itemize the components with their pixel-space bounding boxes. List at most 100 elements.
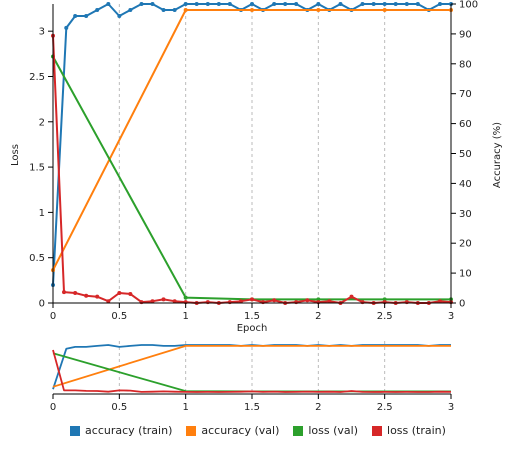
y-right-tick-label: 10 — [459, 269, 472, 280]
nav-x-tick-label: 0 — [50, 402, 56, 413]
y-left-tick-label: 2.5 — [29, 72, 45, 83]
data-point-accuracy-train — [437, 2, 442, 6]
navigator-series — [52, 344, 452, 393]
data-point-accuracy-train — [227, 2, 232, 6]
data-point-accuracy-train — [150, 2, 155, 6]
data-point-loss-train — [272, 298, 277, 303]
navigator-grid — [118, 341, 386, 394]
data-point-loss-train — [117, 291, 122, 296]
y-left-tick-label: 2 — [39, 117, 45, 128]
data-point-accuracy-train — [84, 13, 89, 18]
data-point-accuracy-train — [360, 2, 365, 6]
y-left-tick-label: 0.5 — [29, 253, 45, 264]
x-tick-label: 1.5 — [244, 311, 260, 322]
y-axis-left-label: Loss — [10, 144, 21, 166]
data-point-accuracy-train — [161, 7, 166, 12]
legend-swatch-loss-train — [372, 425, 383, 436]
data-point-loss-train — [62, 290, 67, 295]
data-point-accuracy-train — [393, 2, 398, 6]
nav-x-tick-label: 0.5 — [111, 402, 127, 413]
data-point-accuracy-train — [404, 2, 409, 6]
data-point-accuracy-train — [250, 2, 254, 6]
data-point-accuracy-train — [139, 2, 144, 6]
y-right-tick-label: 30 — [459, 209, 472, 220]
data-point-accuracy-train — [371, 2, 376, 6]
data-point-accuracy-train — [128, 7, 133, 12]
nav-series-line-accuracy-val — [52, 344, 451, 388]
data-point-accuracy-val — [382, 7, 387, 12]
main-grid — [118, 4, 386, 303]
data-point-accuracy-val — [183, 7, 188, 12]
y-axis-right-label: Accuracy (%) — [492, 122, 503, 188]
x-tick-label: 0.5 — [111, 311, 127, 322]
y-right-tick-label: 0 — [459, 299, 465, 310]
legend-swatch-accuracy-val — [186, 425, 197, 436]
legend-label-accuracy-train: accuracy (train) — [85, 424, 173, 437]
data-point-loss-train — [73, 291, 78, 296]
data-point-accuracy-train — [95, 7, 100, 12]
legend-label-accuracy-val: accuracy (val) — [201, 424, 280, 437]
series-line-accuracy-val — [52, 9, 451, 271]
legend-item-accuracy-val[interactable]: accuracy (val) — [186, 424, 279, 437]
data-point-loss-train — [327, 299, 332, 304]
data-point-accuracy-train — [283, 2, 288, 6]
data-point-loss-train — [95, 294, 100, 299]
nav-series-line-loss-train — [52, 349, 452, 393]
data-point-loss-train — [238, 299, 243, 304]
y-left-tick-label: 1 — [39, 208, 45, 219]
data-point-accuracy-train — [316, 2, 321, 6]
data-point-accuracy-train — [216, 2, 221, 6]
main-axes: 0 0.5 1 1.5 2 2.5 300.511.522.5301020304050607… — [29, 0, 478, 322]
nav-x-tick-label: 1 — [182, 402, 188, 413]
y-right-tick-label: 50 — [459, 149, 472, 160]
x-tick-label: 0 — [50, 311, 56, 322]
legend: accuracy (train) accuracy (val) loss (va… — [0, 424, 516, 437]
data-point-loss-train — [172, 299, 177, 304]
legend-item-loss-val[interactable]: loss (val) — [293, 424, 358, 437]
x-tick-label: 2 — [315, 311, 321, 322]
data-point-accuracy-train — [64, 25, 69, 30]
data-point-loss-train — [305, 298, 310, 303]
series-line-loss-val — [52, 56, 451, 301]
legend-item-accuracy-train[interactable]: accuracy (train) — [70, 424, 172, 437]
x-tick-label: 1 — [182, 311, 188, 322]
data-point-accuracy-train — [415, 2, 420, 6]
y-left-tick-label: 3 — [39, 27, 45, 38]
x-tick-label: 2.5 — [377, 311, 393, 322]
legend-swatch-loss-val — [293, 425, 304, 436]
y-right-tick-label: 80 — [459, 59, 472, 70]
y-right-tick-label: 40 — [459, 179, 472, 190]
nav-x-tick-label: 2 — [315, 402, 321, 413]
legend-label-loss-val: loss (val) — [308, 424, 359, 437]
legend-item-loss-train[interactable]: loss (train) — [372, 424, 446, 437]
data-point-accuracy-val — [316, 7, 321, 12]
data-point-loss-train — [437, 299, 442, 304]
data-point-loss-train — [106, 299, 111, 304]
data-point-accuracy-train — [73, 13, 78, 18]
data-point-accuracy-train — [117, 13, 122, 18]
data-point-accuracy-train — [106, 2, 111, 6]
data-point-loss-train — [150, 299, 155, 304]
y-right-tick-label: 100 — [459, 0, 478, 11]
y-left-tick-label: 1.5 — [29, 163, 45, 174]
data-point-loss-train — [250, 297, 254, 302]
x-axis-label: Epoch — [237, 323, 268, 334]
data-point-accuracy-train — [205, 2, 210, 6]
y-right-tick-label: 90 — [459, 29, 472, 40]
nav-x-tick-label: 1.5 — [244, 402, 260, 413]
data-point-loss-train — [84, 293, 89, 298]
nav-x-tick-label: 2.5 — [377, 402, 393, 413]
navigator-axes: 0 0.5 1 1.5 2 2.5 3 — [50, 393, 454, 413]
y-right-tick-label: 20 — [459, 239, 472, 250]
y-left-tick-label: 0 — [39, 299, 45, 310]
y-right-tick-label: 60 — [459, 119, 472, 130]
data-point-accuracy-train — [194, 2, 199, 6]
y-right-tick-label: 70 — [459, 89, 472, 100]
data-point-accuracy-train — [294, 2, 299, 6]
data-point-accuracy-train — [338, 2, 343, 6]
data-point-loss-train — [349, 294, 354, 299]
data-point-accuracy-train — [382, 2, 387, 6]
legend-label-loss-train: loss (train) — [387, 424, 446, 437]
data-point-accuracy-train — [183, 2, 188, 6]
